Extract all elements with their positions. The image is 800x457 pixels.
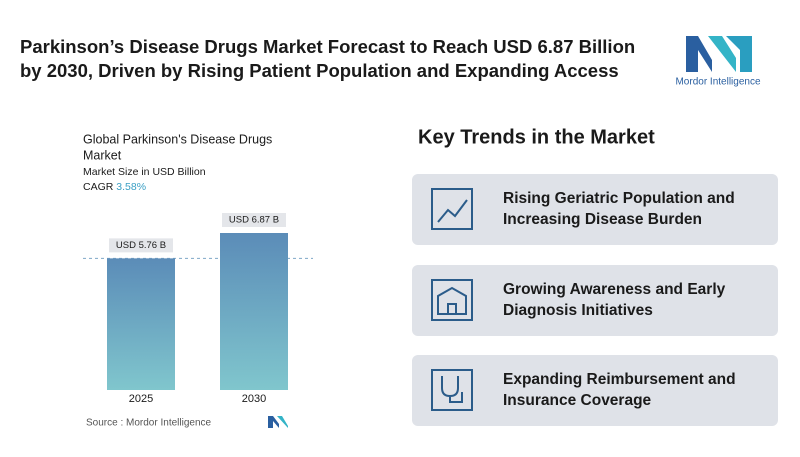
chart-subtitle: Market Size in USD Billion bbox=[83, 166, 206, 178]
bar bbox=[107, 258, 175, 390]
plot: USD 5.76 B 2025 USD 6.87 B 2030 bbox=[83, 213, 313, 405]
value-label-box bbox=[109, 238, 173, 253]
trend-list: Rising Geriatric Population and Increasi… bbox=[412, 174, 778, 426]
trend-text: Rising Geriatric Population and bbox=[503, 190, 735, 207]
cagr: CAGR 3.58% bbox=[83, 181, 146, 193]
logo: Mordor Intelligence bbox=[675, 36, 761, 88]
icon bbox=[441, 376, 463, 403]
value-label: USD 6.87 B bbox=[229, 215, 279, 226]
trend-text: Increasing Disease Burden bbox=[503, 211, 702, 228]
trends-title: Key Trends in the Market bbox=[418, 126, 655, 148]
trend-text: Diagnosis Initiatives bbox=[503, 302, 653, 319]
title: by 2030, Driven by Rising Patient Popula… bbox=[20, 60, 619, 81]
cagr-value: 3.58% bbox=[116, 181, 146, 193]
chart-title: Market bbox=[83, 148, 122, 162]
source: Source : Mordor Intelligence bbox=[86, 418, 212, 429]
trend-text: Insurance Coverage bbox=[503, 392, 652, 409]
icon bbox=[431, 279, 473, 321]
chart-title: Global Parkinson's Disease Drugs bbox=[83, 132, 272, 146]
icon bbox=[431, 188, 473, 230]
bar bbox=[220, 233, 288, 390]
source-logo bbox=[268, 416, 288, 428]
x-tick-label: 2030 bbox=[242, 393, 266, 405]
cagr-label: CAGR bbox=[83, 181, 114, 193]
title: Parkinson’s Disease Drugs Market Forecas… bbox=[20, 36, 635, 57]
trend-text: Expanding Reimbursement and bbox=[503, 371, 736, 388]
value-label: USD 5.76 B bbox=[116, 240, 166, 251]
trend-card bbox=[412, 265, 778, 336]
trend-card bbox=[412, 174, 778, 245]
icon bbox=[437, 286, 467, 315]
icon bbox=[431, 369, 473, 411]
logo-text: Mordor Intelligence bbox=[675, 77, 760, 88]
x-tick-label: 2025 bbox=[129, 393, 153, 405]
icon bbox=[437, 199, 468, 223]
value-label-box bbox=[222, 213, 286, 227]
trend-card bbox=[412, 355, 778, 426]
trend-text: Growing Awareness and Early bbox=[503, 281, 726, 298]
